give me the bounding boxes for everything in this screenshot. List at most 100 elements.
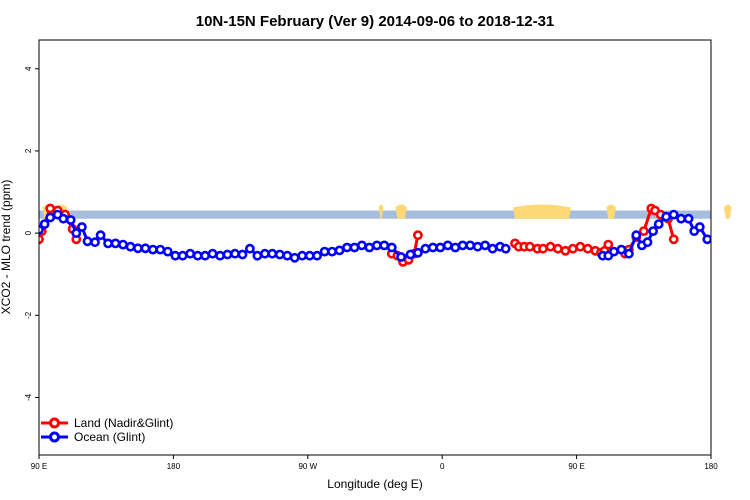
ocean-series-point bbox=[631, 230, 642, 241]
ocean-series-point bbox=[412, 247, 423, 258]
y-tick-label: 0 bbox=[24, 230, 33, 235]
land-series-point bbox=[575, 241, 586, 252]
land-patch bbox=[723, 204, 732, 219]
legend: Land (Nadir&Glint) Ocean (Glint) bbox=[41, 416, 173, 444]
ocean-series-point bbox=[435, 242, 446, 253]
ocean-series-point bbox=[222, 249, 233, 260]
x-axis: 90 E 180 90 W 0 90 E 180 bbox=[31, 455, 718, 471]
ocean-series-point bbox=[342, 242, 352, 253]
land-series-point bbox=[412, 230, 423, 241]
ocean-series-point bbox=[207, 248, 218, 259]
land-series-point bbox=[553, 243, 563, 254]
ocean-series-point bbox=[487, 243, 498, 254]
y-axis: -4 -2 0 2 4 bbox=[24, 66, 39, 401]
legend-ocean-label: Ocean (Glint) bbox=[74, 430, 145, 444]
ocean-series-point bbox=[457, 240, 468, 251]
ocean-series-point bbox=[609, 246, 619, 257]
y-tick-label: 4 bbox=[24, 66, 33, 71]
ocean-series-point bbox=[683, 213, 694, 224]
ocean-series-point bbox=[185, 248, 196, 259]
ocean-series-point bbox=[274, 249, 285, 260]
land-series-point bbox=[538, 243, 548, 254]
ocean-series-point bbox=[90, 237, 100, 248]
ocean-series-point bbox=[162, 246, 173, 257]
ocean-series-point bbox=[624, 248, 634, 259]
x-axis-label: Longitude (deg E) bbox=[327, 477, 422, 491]
ocean-series-point bbox=[420, 243, 431, 254]
land-series-point bbox=[638, 226, 649, 236]
ocean-series-point bbox=[327, 246, 337, 257]
land-patch bbox=[395, 204, 407, 219]
ocean-series-point bbox=[726, 239, 733, 246]
land-series-point bbox=[545, 241, 556, 252]
ocean-series-point bbox=[364, 242, 375, 253]
legend-land-label: Land (Nadir&Glint) bbox=[74, 416, 173, 430]
ocean-series-point bbox=[71, 228, 82, 238]
ocean-series-point bbox=[39, 219, 50, 229]
ocean-series-point bbox=[95, 230, 106, 241]
ocean-series-point bbox=[719, 230, 726, 237]
ocean-series-point bbox=[661, 211, 672, 222]
x-tick-label: 180 bbox=[704, 462, 718, 471]
ocean-series-point bbox=[177, 250, 188, 261]
ocean-series-point bbox=[110, 238, 121, 249]
land-series-point bbox=[603, 239, 614, 250]
ocean-series-point bbox=[500, 243, 511, 254]
legend-ocean-marker bbox=[49, 431, 60, 443]
ocean-series-point bbox=[312, 250, 322, 261]
ocean-series-point bbox=[77, 222, 87, 232]
ocean-series-point bbox=[616, 244, 627, 255]
x-tick-label: 180 bbox=[167, 462, 181, 471]
ocean-series-point bbox=[82, 236, 93, 247]
ocean-series-point bbox=[215, 250, 225, 261]
land-patch bbox=[513, 204, 572, 219]
ocean-series-point bbox=[252, 250, 263, 261]
x-tick-label: 90 W bbox=[298, 462, 317, 471]
ocean-series-point bbox=[396, 252, 406, 262]
ocean-series-point bbox=[356, 240, 367, 251]
ocean-series-point bbox=[653, 219, 664, 229]
ocean-series-point bbox=[668, 209, 679, 220]
y-tick-label: -2 bbox=[24, 311, 33, 319]
y-tick-label: -4 bbox=[24, 393, 33, 401]
ocean-series-point bbox=[140, 243, 151, 254]
ocean-series-point bbox=[289, 252, 300, 263]
ocean-series-point bbox=[125, 241, 136, 252]
land-series-point bbox=[668, 234, 679, 245]
chart-title: 10N-15N February (Ver 9) 2014-09-06 to 2… bbox=[196, 13, 555, 30]
ocean-series-point bbox=[118, 239, 128, 250]
ocean-series-point bbox=[230, 248, 240, 259]
plot-frame bbox=[38, 39, 712, 456]
ocean-series-point bbox=[65, 215, 76, 225]
ocean-series-point bbox=[379, 240, 390, 251]
y-axis-label: XCO2 - MLO trend (ppm) bbox=[0, 180, 13, 315]
ocean-series-point bbox=[405, 249, 416, 260]
ocean-series-point bbox=[244, 243, 255, 254]
land-patch bbox=[606, 204, 616, 219]
y-tick-label: 2 bbox=[24, 148, 33, 153]
land-series-point bbox=[568, 243, 578, 254]
ocean-series-point bbox=[267, 248, 278, 259]
x-tick-label: 90 E bbox=[31, 462, 47, 471]
ocean-series-point bbox=[132, 243, 143, 254]
ocean-band bbox=[39, 210, 711, 219]
x-tick-label: 90 E bbox=[568, 462, 584, 471]
ocean-series-point bbox=[734, 239, 741, 246]
legend-land-marker bbox=[49, 417, 60, 429]
ocean-series-point bbox=[642, 237, 653, 248]
ocean-series-point bbox=[319, 246, 330, 257]
ocean-series-point bbox=[297, 250, 308, 261]
ocean-series-point bbox=[648, 226, 658, 236]
ocean-series-point bbox=[694, 222, 705, 232]
ocean-series-point bbox=[386, 242, 397, 253]
ocean-series-point bbox=[741, 241, 748, 248]
land-series-point bbox=[582, 243, 593, 254]
ocean-series-point bbox=[472, 241, 483, 252]
ocean-series-point bbox=[480, 240, 490, 251]
ocean-series-point bbox=[58, 213, 69, 224]
land-series-point bbox=[560, 245, 571, 256]
land-ocean-mask bbox=[39, 204, 732, 219]
ocean-series-point bbox=[200, 250, 210, 261]
ocean-series-point bbox=[334, 245, 345, 256]
